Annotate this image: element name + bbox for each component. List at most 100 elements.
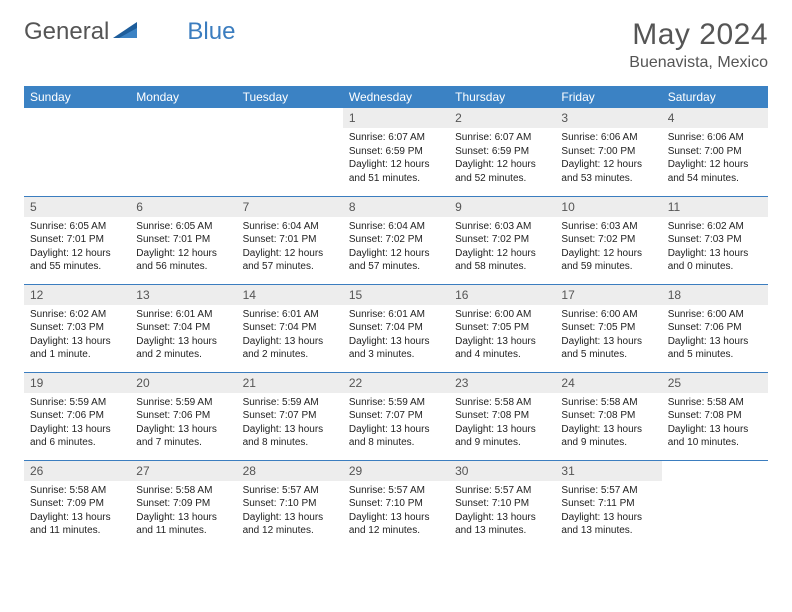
day-details: Sunrise: 6:00 AMSunset: 7:05 PMDaylight:… — [555, 305, 661, 366]
title-block: May 2024 Buenavista, Mexico — [629, 18, 768, 72]
calendar-cell — [130, 108, 236, 196]
calendar-cell: 9Sunrise: 6:03 AMSunset: 7:02 PMDaylight… — [449, 196, 555, 284]
calendar-cell: 8Sunrise: 6:04 AMSunset: 7:02 PMDaylight… — [343, 196, 449, 284]
day-number: 1 — [343, 108, 449, 128]
weekday-header: Thursday — [449, 86, 555, 108]
day-number: 2 — [449, 108, 555, 128]
day-number: 6 — [130, 197, 236, 217]
weekday-header: Saturday — [662, 86, 768, 108]
calendar-cell: 15Sunrise: 6:01 AMSunset: 7:04 PMDayligh… — [343, 284, 449, 372]
calendar-cell: 27Sunrise: 5:58 AMSunset: 7:09 PMDayligh… — [130, 460, 236, 548]
day-details: Sunrise: 6:00 AMSunset: 7:05 PMDaylight:… — [449, 305, 555, 366]
day-number: 7 — [237, 197, 343, 217]
day-details: Sunrise: 6:02 AMSunset: 7:03 PMDaylight:… — [662, 217, 768, 278]
calendar-table: SundayMondayTuesdayWednesdayThursdayFrid… — [24, 86, 768, 548]
day-details: Sunrise: 5:59 AMSunset: 7:07 PMDaylight:… — [343, 393, 449, 454]
day-number: 30 — [449, 461, 555, 481]
calendar-cell: 13Sunrise: 6:01 AMSunset: 7:04 PMDayligh… — [130, 284, 236, 372]
calendar-cell — [24, 108, 130, 196]
logo-text-right: Blue — [187, 18, 235, 46]
calendar-cell — [662, 460, 768, 548]
calendar-cell: 28Sunrise: 5:57 AMSunset: 7:10 PMDayligh… — [237, 460, 343, 548]
calendar-cell: 7Sunrise: 6:04 AMSunset: 7:01 PMDaylight… — [237, 196, 343, 284]
weekday-header: Friday — [555, 86, 661, 108]
day-number: 3 — [555, 108, 661, 128]
calendar-cell: 10Sunrise: 6:03 AMSunset: 7:02 PMDayligh… — [555, 196, 661, 284]
day-details: Sunrise: 6:01 AMSunset: 7:04 PMDaylight:… — [237, 305, 343, 366]
calendar-row: 12Sunrise: 6:02 AMSunset: 7:03 PMDayligh… — [24, 284, 768, 372]
day-number: 21 — [237, 373, 343, 393]
logo-triangle-icon — [113, 20, 139, 45]
day-details: Sunrise: 6:02 AMSunset: 7:03 PMDaylight:… — [24, 305, 130, 366]
calendar-body: 1Sunrise: 6:07 AMSunset: 6:59 PMDaylight… — [24, 108, 768, 548]
calendar-cell: 6Sunrise: 6:05 AMSunset: 7:01 PMDaylight… — [130, 196, 236, 284]
calendar-cell: 4Sunrise: 6:06 AMSunset: 7:00 PMDaylight… — [662, 108, 768, 196]
day-details: Sunrise: 5:58 AMSunset: 7:09 PMDaylight:… — [24, 481, 130, 542]
day-details: Sunrise: 5:57 AMSunset: 7:10 PMDaylight:… — [343, 481, 449, 542]
calendar-cell: 22Sunrise: 5:59 AMSunset: 7:07 PMDayligh… — [343, 372, 449, 460]
day-number: 25 — [662, 373, 768, 393]
calendar-row: 5Sunrise: 6:05 AMSunset: 7:01 PMDaylight… — [24, 196, 768, 284]
day-number: 9 — [449, 197, 555, 217]
logo-text-left: General — [24, 18, 109, 46]
header: General Blue May 2024 Buenavista, Mexico — [24, 18, 768, 72]
calendar-cell: 19Sunrise: 5:59 AMSunset: 7:06 PMDayligh… — [24, 372, 130, 460]
day-number: 19 — [24, 373, 130, 393]
calendar-cell: 26Sunrise: 5:58 AMSunset: 7:09 PMDayligh… — [24, 460, 130, 548]
day-number: 31 — [555, 461, 661, 481]
day-details: Sunrise: 6:01 AMSunset: 7:04 PMDaylight:… — [343, 305, 449, 366]
day-details: Sunrise: 5:57 AMSunset: 7:10 PMDaylight:… — [449, 481, 555, 542]
weekday-header-row: SundayMondayTuesdayWednesdayThursdayFrid… — [24, 86, 768, 108]
day-details: Sunrise: 6:05 AMSunset: 7:01 PMDaylight:… — [24, 217, 130, 278]
day-number: 26 — [24, 461, 130, 481]
day-details: Sunrise: 6:07 AMSunset: 6:59 PMDaylight:… — [343, 128, 449, 189]
weekday-header: Tuesday — [237, 86, 343, 108]
day-number: 14 — [237, 285, 343, 305]
calendar-row: 26Sunrise: 5:58 AMSunset: 7:09 PMDayligh… — [24, 460, 768, 548]
calendar-cell: 12Sunrise: 6:02 AMSunset: 7:03 PMDayligh… — [24, 284, 130, 372]
weekday-header: Wednesday — [343, 86, 449, 108]
weekday-header: Sunday — [24, 86, 130, 108]
calendar-cell: 18Sunrise: 6:00 AMSunset: 7:06 PMDayligh… — [662, 284, 768, 372]
day-details: Sunrise: 6:04 AMSunset: 7:01 PMDaylight:… — [237, 217, 343, 278]
day-number: 13 — [130, 285, 236, 305]
calendar-cell: 14Sunrise: 6:01 AMSunset: 7:04 PMDayligh… — [237, 284, 343, 372]
day-number: 27 — [130, 461, 236, 481]
day-number: 11 — [662, 197, 768, 217]
calendar-cell: 16Sunrise: 6:00 AMSunset: 7:05 PMDayligh… — [449, 284, 555, 372]
day-details: Sunrise: 5:59 AMSunset: 7:07 PMDaylight:… — [237, 393, 343, 454]
day-details: Sunrise: 5:57 AMSunset: 7:10 PMDaylight:… — [237, 481, 343, 542]
calendar-cell: 20Sunrise: 5:59 AMSunset: 7:06 PMDayligh… — [130, 372, 236, 460]
day-details: Sunrise: 6:01 AMSunset: 7:04 PMDaylight:… — [130, 305, 236, 366]
calendar-cell: 30Sunrise: 5:57 AMSunset: 7:10 PMDayligh… — [449, 460, 555, 548]
calendar-cell: 2Sunrise: 6:07 AMSunset: 6:59 PMDaylight… — [449, 108, 555, 196]
day-details: Sunrise: 5:58 AMSunset: 7:08 PMDaylight:… — [662, 393, 768, 454]
calendar-cell: 5Sunrise: 6:05 AMSunset: 7:01 PMDaylight… — [24, 196, 130, 284]
day-number: 23 — [449, 373, 555, 393]
day-number: 24 — [555, 373, 661, 393]
day-details: Sunrise: 6:06 AMSunset: 7:00 PMDaylight:… — [555, 128, 661, 189]
day-number: 18 — [662, 285, 768, 305]
day-number: 22 — [343, 373, 449, 393]
calendar-cell: 21Sunrise: 5:59 AMSunset: 7:07 PMDayligh… — [237, 372, 343, 460]
day-details: Sunrise: 5:58 AMSunset: 7:08 PMDaylight:… — [449, 393, 555, 454]
day-number: 16 — [449, 285, 555, 305]
day-number: 8 — [343, 197, 449, 217]
calendar-cell: 31Sunrise: 5:57 AMSunset: 7:11 PMDayligh… — [555, 460, 661, 548]
day-details: Sunrise: 6:05 AMSunset: 7:01 PMDaylight:… — [130, 217, 236, 278]
day-details: Sunrise: 6:03 AMSunset: 7:02 PMDaylight:… — [449, 217, 555, 278]
day-number: 20 — [130, 373, 236, 393]
logo: General Blue — [24, 18, 235, 46]
month-title: May 2024 — [629, 18, 768, 52]
calendar-cell: 29Sunrise: 5:57 AMSunset: 7:10 PMDayligh… — [343, 460, 449, 548]
calendar-cell: 24Sunrise: 5:58 AMSunset: 7:08 PMDayligh… — [555, 372, 661, 460]
calendar-row: 19Sunrise: 5:59 AMSunset: 7:06 PMDayligh… — [24, 372, 768, 460]
day-number: 5 — [24, 197, 130, 217]
day-details: Sunrise: 5:58 AMSunset: 7:09 PMDaylight:… — [130, 481, 236, 542]
calendar-row: 1Sunrise: 6:07 AMSunset: 6:59 PMDaylight… — [24, 108, 768, 196]
weekday-header: Monday — [130, 86, 236, 108]
day-number: 28 — [237, 461, 343, 481]
day-details: Sunrise: 5:59 AMSunset: 7:06 PMDaylight:… — [130, 393, 236, 454]
day-details: Sunrise: 6:03 AMSunset: 7:02 PMDaylight:… — [555, 217, 661, 278]
calendar-cell: 3Sunrise: 6:06 AMSunset: 7:00 PMDaylight… — [555, 108, 661, 196]
